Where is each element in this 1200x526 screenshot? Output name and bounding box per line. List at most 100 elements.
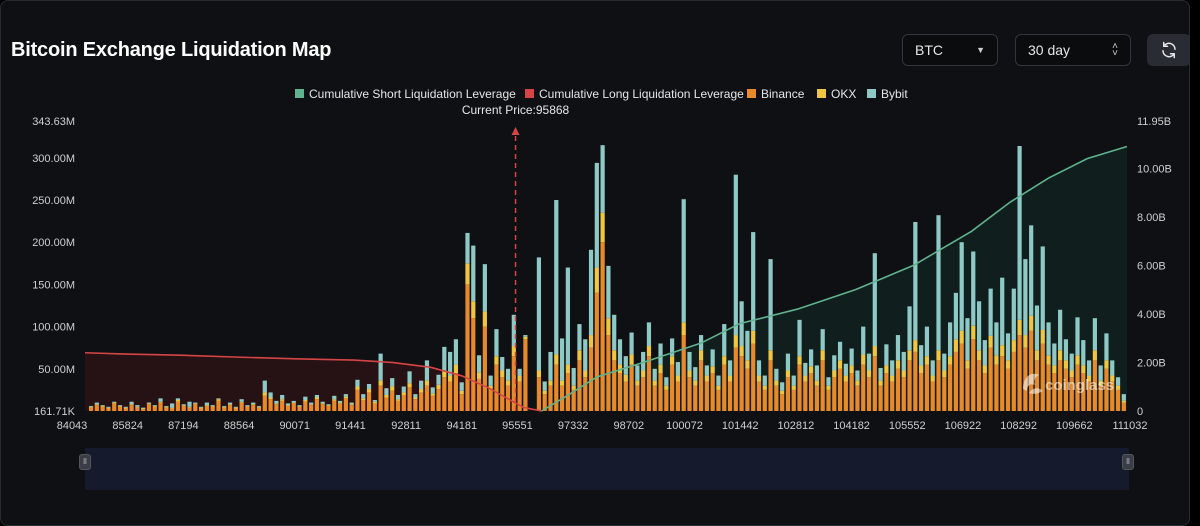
bar-okx	[366, 389, 372, 393]
bar-binance	[872, 356, 877, 412]
bar-stack	[600, 145, 605, 412]
bar-okx	[471, 301, 476, 319]
bar-binance	[1029, 330, 1034, 412]
bar-binance	[222, 407, 227, 412]
bar-binance	[262, 395, 267, 412]
bar-stack	[745, 330, 750, 412]
bar-stack	[756, 360, 762, 412]
bar-okx	[222, 406, 227, 408]
bar-binance	[635, 385, 640, 412]
bar-binance	[942, 377, 947, 412]
bar-bybit	[256, 405, 262, 407]
bar-bybit	[1040, 246, 1045, 330]
bar-binance	[542, 394, 547, 412]
bar-bybit	[895, 335, 901, 361]
bar-bybit	[280, 394, 285, 400]
bar-okx	[554, 354, 559, 365]
bar-binance	[361, 400, 366, 412]
coin-select[interactable]: BTC ▼	[902, 34, 998, 66]
bar-binance	[372, 403, 377, 412]
bar-binance	[482, 326, 487, 412]
bar-binance	[216, 400, 221, 412]
y-left-tick-label: 250.00M	[32, 195, 75, 207]
bar-okx	[971, 325, 976, 340]
bar-okx	[256, 406, 262, 408]
slider-handle-left[interactable]: ll	[79, 454, 91, 470]
bar-okx	[809, 366, 814, 374]
bar-bybit	[1017, 146, 1022, 320]
bar-binance	[919, 373, 924, 412]
legend-label[interactable]: Cumulative Long Liquidation Leverage	[539, 87, 744, 101]
bar-okx	[245, 405, 250, 407]
bar-okx	[832, 370, 837, 378]
x-tick-label: 102812	[778, 420, 815, 432]
bar-binance	[448, 381, 453, 412]
range-select[interactable]: 30 day ˄ ˅	[1015, 34, 1131, 66]
bar-binance	[430, 395, 435, 412]
bar-okx	[571, 385, 576, 390]
bar-okx	[262, 392, 267, 396]
bar-binance	[536, 377, 542, 412]
bar-okx	[141, 408, 146, 410]
bar-okx	[895, 360, 901, 369]
bar-okx	[890, 375, 895, 382]
bar-bybit	[424, 360, 430, 381]
legend-label[interactable]: OKX	[831, 87, 856, 101]
bar-okx	[635, 380, 640, 386]
bar-binance	[895, 368, 901, 412]
bar-stack	[146, 402, 152, 412]
legend-label[interactable]: Bybit	[881, 87, 908, 101]
refresh-button[interactable]	[1147, 34, 1191, 66]
bar-bybit	[843, 363, 848, 376]
bar-stack	[233, 406, 238, 412]
bar-bybit	[971, 251, 976, 326]
bar-binance	[971, 339, 976, 412]
bar-binance	[947, 364, 953, 412]
x-axis: 84043 85824 87194 88564 90071 91441 92811 94181…	[57, 420, 1148, 432]
bar-okx	[751, 330, 756, 344]
bar-binance	[1034, 360, 1040, 412]
bar-stack	[372, 400, 377, 412]
bar-bybit	[448, 351, 453, 376]
legend-label[interactable]: Cumulative Short Liquidation Leverage	[309, 87, 516, 101]
bar-bybit	[164, 405, 169, 407]
x-tick-label: 105552	[889, 420, 926, 432]
bar-stack	[511, 314, 516, 412]
x-tick-label: 100072	[666, 420, 703, 432]
bar-binance	[320, 404, 325, 412]
bar-bybit	[1081, 340, 1086, 366]
bar-bybit	[1098, 365, 1103, 381]
bar-binance	[88, 407, 94, 412]
bar-binance	[366, 392, 372, 412]
bar-okx	[780, 390, 785, 395]
bar-stack	[820, 329, 825, 412]
bar-stack	[583, 339, 588, 412]
bar-stack	[175, 398, 181, 412]
bar-okx	[1029, 315, 1034, 331]
range-slider[interactable]	[85, 448, 1129, 490]
slider-handle-right[interactable]: ll	[1122, 454, 1134, 470]
bar-binance	[280, 400, 285, 412]
bar-bybit	[1086, 360, 1092, 376]
bar-okx	[565, 364, 570, 374]
bar-okx	[716, 385, 721, 390]
bar-bybit	[227, 402, 233, 405]
bar-bybit	[1092, 318, 1097, 351]
bar-okx	[878, 380, 883, 386]
bar-bybit	[571, 367, 576, 386]
x-tick-label: 108292	[1000, 420, 1037, 432]
bar-bybit	[1052, 343, 1057, 366]
bar-bybit	[774, 368, 779, 381]
bar-binance	[982, 373, 987, 412]
legend-swatch	[817, 89, 826, 98]
bar-binance	[994, 364, 999, 412]
bar-binance	[814, 385, 819, 412]
bar-stack	[141, 407, 146, 412]
bar-stack	[476, 355, 482, 412]
bar-binance	[123, 408, 128, 412]
bar-okx	[1098, 380, 1103, 386]
bar-bybit	[872, 253, 877, 347]
bar-binance	[494, 364, 499, 412]
bar-okx	[1063, 360, 1069, 369]
legend-label[interactable]: Binance	[761, 87, 805, 101]
